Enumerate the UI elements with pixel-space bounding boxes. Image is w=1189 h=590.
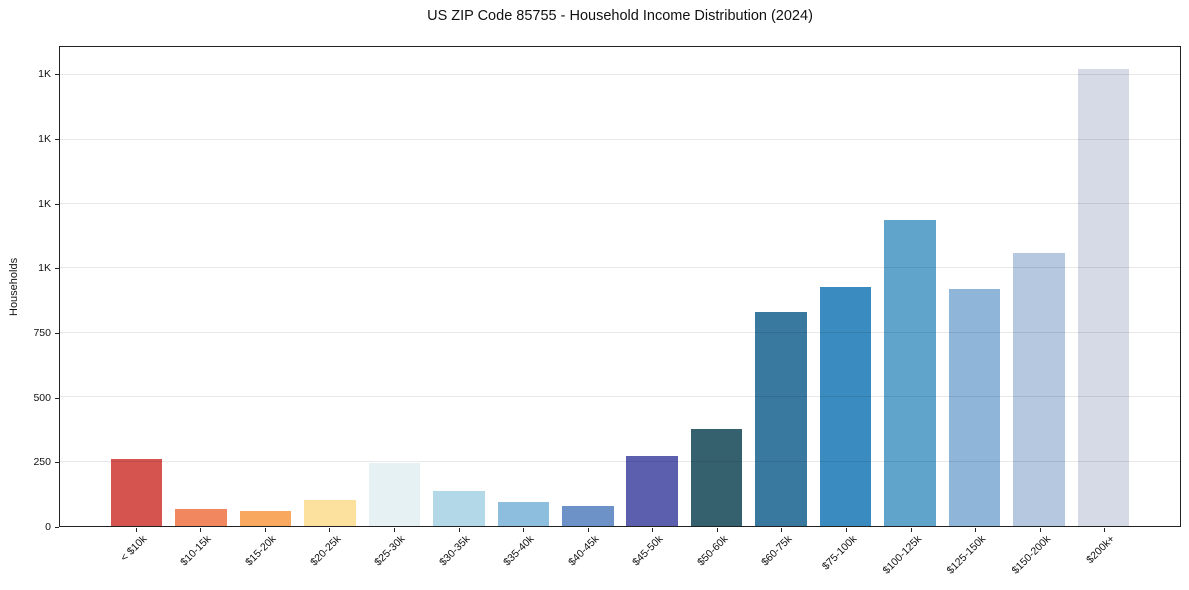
y-tick-label: 250 bbox=[33, 456, 51, 469]
y-tick-label: 1K bbox=[38, 197, 51, 210]
plot-area bbox=[59, 46, 1181, 527]
x-tick-label: $100-125k bbox=[880, 533, 925, 577]
x-tick-label: $20-25k bbox=[307, 533, 343, 569]
bar bbox=[110, 459, 163, 526]
y-tick-label: 0 bbox=[45, 521, 51, 533]
x-tick-label: $40-45k bbox=[565, 533, 602, 569]
x-tick-label: < $10k bbox=[118, 533, 150, 564]
y-tick-mark bbox=[55, 527, 59, 528]
x-tick-label: $60-75k bbox=[759, 533, 795, 569]
chart-title: US ZIP Code 85755 - Household Income Dis… bbox=[427, 8, 813, 24]
y-tick-mark bbox=[55, 397, 59, 399]
x-tick-mark bbox=[716, 528, 718, 532]
x-tick-mark bbox=[652, 528, 654, 532]
gridline bbox=[60, 74, 1180, 76]
bar bbox=[819, 287, 872, 526]
y-tick-mark bbox=[55, 268, 59, 270]
gridline bbox=[60, 267, 1180, 269]
bar bbox=[755, 312, 807, 526]
x-tick-mark bbox=[200, 528, 202, 532]
x-tick-label: $10-15k bbox=[178, 533, 214, 569]
x-tick-label: $200k+ bbox=[1084, 533, 1118, 567]
x-tick-label: $50-60k bbox=[695, 533, 731, 569]
x-tick-mark bbox=[781, 528, 783, 532]
y-tick-label: 1K bbox=[38, 262, 51, 275]
y-tick-mark bbox=[55, 333, 59, 335]
gridline bbox=[60, 396, 1180, 398]
x-tick-mark bbox=[975, 528, 977, 532]
gridline bbox=[60, 460, 1180, 462]
y-tick-mark bbox=[55, 203, 59, 205]
x-tick-label: $15-20k bbox=[243, 533, 279, 569]
y-tick-mark bbox=[55, 139, 59, 141]
bar bbox=[239, 510, 292, 526]
x-tick-mark bbox=[394, 528, 396, 532]
bar bbox=[562, 506, 614, 526]
bar bbox=[1013, 253, 1065, 526]
y-tick-label: 1K bbox=[38, 68, 51, 81]
x-tick-mark bbox=[135, 528, 137, 532]
bar bbox=[175, 508, 227, 526]
gridline bbox=[60, 138, 1180, 140]
x-tick-label: $35-40k bbox=[501, 533, 537, 569]
bar bbox=[433, 491, 485, 526]
gridline bbox=[60, 203, 1180, 205]
bar bbox=[497, 501, 550, 526]
bar bbox=[1077, 69, 1130, 526]
bar bbox=[304, 500, 356, 526]
y-axis-label: Households bbox=[8, 257, 20, 316]
y-tick-label: 1K bbox=[38, 133, 51, 146]
x-tick-label: $25-30k bbox=[372, 533, 408, 569]
x-tick-mark bbox=[910, 528, 912, 532]
bar bbox=[626, 455, 678, 526]
x-tick-mark bbox=[523, 528, 525, 532]
x-tick-label: $125-150k bbox=[944, 533, 989, 577]
x-tick-mark bbox=[264, 528, 266, 532]
x-tick-label: $45-50k bbox=[630, 533, 666, 569]
y-tick-mark bbox=[55, 462, 59, 464]
y-tick-label: 500 bbox=[33, 391, 51, 404]
gridline bbox=[60, 331, 1180, 333]
x-tick-mark bbox=[845, 528, 847, 532]
x-tick-mark bbox=[1104, 528, 1106, 532]
x-tick-label: $30-35k bbox=[436, 533, 473, 569]
x-tick-mark bbox=[587, 528, 589, 532]
x-tick-mark bbox=[458, 528, 460, 532]
bar bbox=[368, 462, 421, 526]
x-tick-label: $150-200k bbox=[1009, 533, 1054, 577]
bar bbox=[690, 428, 743, 526]
y-tick-label: 750 bbox=[33, 327, 51, 340]
bar bbox=[948, 289, 1001, 526]
bar bbox=[884, 220, 936, 526]
x-tick-mark bbox=[1039, 528, 1041, 532]
x-tick-label: $75-100k bbox=[819, 533, 860, 573]
y-tick-mark bbox=[55, 74, 59, 76]
x-tick-mark bbox=[329, 528, 331, 532]
